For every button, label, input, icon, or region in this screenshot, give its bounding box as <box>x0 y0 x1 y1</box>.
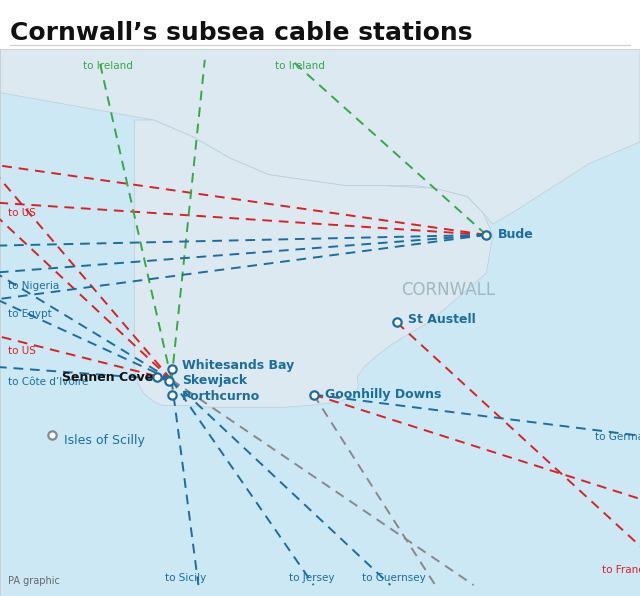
Text: CORNWALL: CORNWALL <box>401 281 495 299</box>
Text: to Sicily: to Sicily <box>165 573 206 583</box>
Text: to Egypt: to Egypt <box>8 309 51 319</box>
Text: Goonhilly Downs: Goonhilly Downs <box>325 388 442 401</box>
Text: Cornwall’s subsea cable stations: Cornwall’s subsea cable stations <box>10 21 472 45</box>
Text: Isles of Scilly: Isles of Scilly <box>64 433 145 446</box>
Text: to US: to US <box>8 208 36 218</box>
Text: Bude: Bude <box>498 228 534 241</box>
Text: to Côte d’Ivoire: to Côte d’Ivoire <box>8 377 88 387</box>
Text: to Nigeria: to Nigeria <box>8 281 59 291</box>
Text: Sennen Cove: Sennen Cove <box>62 371 154 384</box>
Polygon shape <box>0 49 640 224</box>
Text: to Jersey: to Jersey <box>289 573 335 583</box>
Text: to Germany: to Germany <box>595 432 640 442</box>
Text: to Ireland: to Ireland <box>83 61 133 72</box>
Text: Porthcurno: Porthcurno <box>182 390 260 403</box>
Text: to France: to France <box>602 565 640 575</box>
Text: to Ireland: to Ireland <box>275 61 325 72</box>
Text: Whitesands Bay: Whitesands Bay <box>182 359 294 372</box>
Text: St Austell: St Austell <box>408 313 476 326</box>
Text: to Guernsey: to Guernsey <box>362 573 426 583</box>
Text: to US: to US <box>8 346 36 356</box>
Polygon shape <box>134 120 493 407</box>
Text: PA graphic: PA graphic <box>8 576 60 586</box>
Text: Skewjack: Skewjack <box>182 374 247 387</box>
